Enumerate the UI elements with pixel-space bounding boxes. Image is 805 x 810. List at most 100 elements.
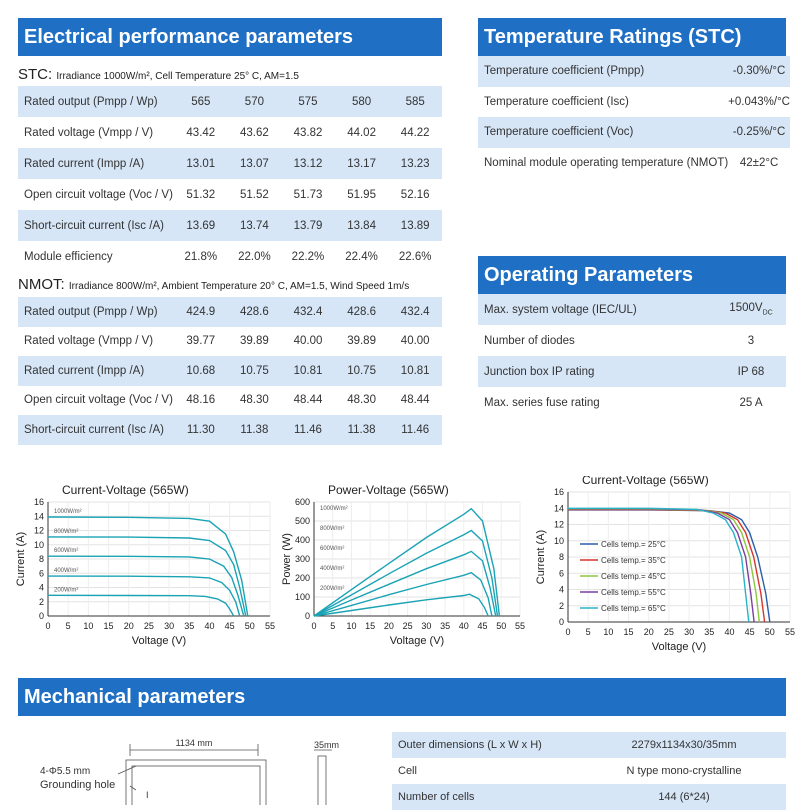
x-tick-label: 45 — [225, 621, 235, 631]
table: Rated output (Pmpp / Wp) 424.9 428.6 432.4 4… — [18, 297, 442, 445]
section-title: Mechanical parameters — [18, 678, 786, 716]
x-tick-label: 55 — [265, 621, 275, 631]
line — [313, 550, 497, 617]
chart-title: Power-Voltage (565W) — [328, 483, 449, 497]
table-row: Short-circuit current (Isc /A) 13.69 13.74… — [18, 210, 442, 241]
series-label: 400W/m² — [320, 566, 344, 572]
table-row: Cell N type mono-crystalline — [392, 758, 786, 784]
legend-label: Cells temp.= 25°C — [601, 540, 666, 549]
cell: 43.62 — [240, 126, 269, 139]
x-tick-label: 10 — [83, 621, 93, 631]
cell: IP 68 — [716, 356, 786, 387]
legend-label: Cells temp.= 45°C — [601, 572, 666, 581]
cell: Temperature coefficient (Voc) — [478, 117, 729, 148]
cell: Rated output (Pmpp / Wp) — [18, 86, 174, 117]
cell: Module efficiency — [24, 250, 113, 263]
cell: Temperature coefficient (Isc) — [484, 95, 629, 108]
x-tick-label: 35 — [440, 621, 450, 631]
condition-label: STC: — [18, 66, 53, 83]
cell: Nominal module operating temperature (NM… — [484, 156, 729, 169]
line — [47, 555, 245, 617]
condition-label: NMOT: — [18, 276, 65, 293]
cell: Rated voltage (Vmpp / V) — [24, 126, 154, 139]
condition: NMOT: Irradiance 800W/m², Ambient Temper… — [18, 276, 409, 293]
chart: Current-Voltage (565W) 0 2 4 6 8 10 12 14 16 0 5 10 1… — [535, 476, 795, 653]
line — [568, 507, 750, 623]
cell: 13.17 — [334, 148, 389, 179]
cell: 48.16 — [186, 394, 216, 407]
y-axis-label: Current (A) — [535, 530, 547, 584]
y-tick-label: 6 — [559, 568, 564, 578]
x-tick-label: 45 — [478, 621, 488, 631]
y-tick-label: 2 — [559, 601, 564, 611]
cell: 44.02 — [347, 126, 376, 139]
cell: 22.2% — [291, 250, 325, 263]
cell: 22.4% — [345, 250, 378, 263]
legend-label: Cells temp.= 35°C — [601, 556, 666, 565]
y-tick-label: 14 — [34, 511, 44, 521]
y-tick-label: 300 — [295, 554, 310, 564]
series-label: 800W/m² — [320, 526, 344, 532]
table-row: Short-circuit current (Isc /A) 11.30 11.38… — [18, 415, 442, 445]
cell: Max. system voltage (IEC/UL) — [478, 294, 716, 325]
cell: 22.6% — [398, 250, 432, 263]
y-tick-label: 10 — [34, 540, 44, 550]
y-tick-label: 12 — [34, 526, 44, 536]
y-tick-label: 400 — [295, 535, 310, 545]
cell: 48.30 — [240, 394, 269, 407]
cell: -0.25%/°C — [728, 117, 790, 148]
y-tick-label: 6 — [39, 568, 44, 578]
cell: 44.22 — [400, 126, 430, 139]
line — [47, 594, 235, 617]
dimension: 1134 mm — [176, 738, 213, 748]
cell: 432.4 — [388, 297, 442, 327]
table: Max. system voltage (IEC/UL) 1500VDC Numbe… — [478, 294, 786, 418]
y-tick-label: 16 — [554, 487, 564, 497]
cell: 11.46 — [281, 415, 335, 445]
cell: 43.82 — [293, 126, 323, 139]
cell: 570 — [227, 86, 282, 117]
cell: 13.89 — [388, 210, 442, 241]
cell: Number of cells — [392, 784, 582, 810]
x-tick-label: 20 — [644, 627, 654, 637]
y-tick-label: 16 — [34, 497, 44, 507]
cell: Outer dimensions (L x W x H) — [392, 732, 582, 758]
x-tick-label: 55 — [785, 627, 795, 637]
cell: Junction box IP rating — [478, 356, 716, 387]
cell: 48.44 — [400, 394, 430, 407]
line — [313, 529, 499, 617]
cell: 42±2°C — [739, 156, 779, 169]
x-tick-label: 40 — [204, 621, 214, 631]
legend-label: Cells temp.= 65°C — [601, 604, 666, 613]
table-row: Outer dimensions (L x W x H) 2279x1134x30… — [392, 732, 786, 758]
cell: 585 — [388, 86, 442, 117]
table-row: Max. series fuse rating 25 A — [478, 387, 786, 418]
x-tick-label: 15 — [365, 621, 375, 631]
legend-label: Cells temp.= 55°C — [601, 588, 666, 597]
section-title: Electrical performance parameters — [18, 18, 442, 56]
y-tick-label: 0 — [39, 611, 44, 621]
cell: 13.01 — [174, 148, 228, 179]
series-label: 600W/m² — [54, 548, 78, 554]
cell: 11.30 — [174, 415, 228, 445]
cell: Number of diodes — [484, 334, 575, 347]
cell: Max. series fuse rating — [484, 396, 600, 409]
condition-note: Irradiance 1000W/m², Cell Temperature 25… — [56, 71, 299, 82]
table-row: Max. system voltage (IEC/UL) 1500VDC — [478, 294, 786, 325]
table-row: Junction box IP rating IP 68 — [478, 356, 786, 387]
cell-value: 1500V — [729, 302, 763, 315]
cell: Short-circuit current (Isc /A) — [18, 415, 174, 445]
x-tick-label: 0 — [311, 621, 316, 631]
cell: -0.30%/°C — [728, 56, 790, 87]
cell: 39.77 — [186, 335, 216, 348]
y-tick-label: 14 — [554, 503, 564, 513]
cell: Rated current (Impp /A) — [18, 148, 174, 179]
cell: 13.79 — [281, 210, 335, 241]
cell: 43.42 — [186, 126, 216, 139]
x-tick-label: 10 — [346, 621, 356, 631]
cell: 13.23 — [388, 148, 442, 179]
cell: Cell — [398, 765, 417, 777]
series-label: 400W/m² — [54, 568, 78, 574]
cell: 13.07 — [227, 148, 282, 179]
series-label: 1000W/m² — [320, 506, 348, 512]
